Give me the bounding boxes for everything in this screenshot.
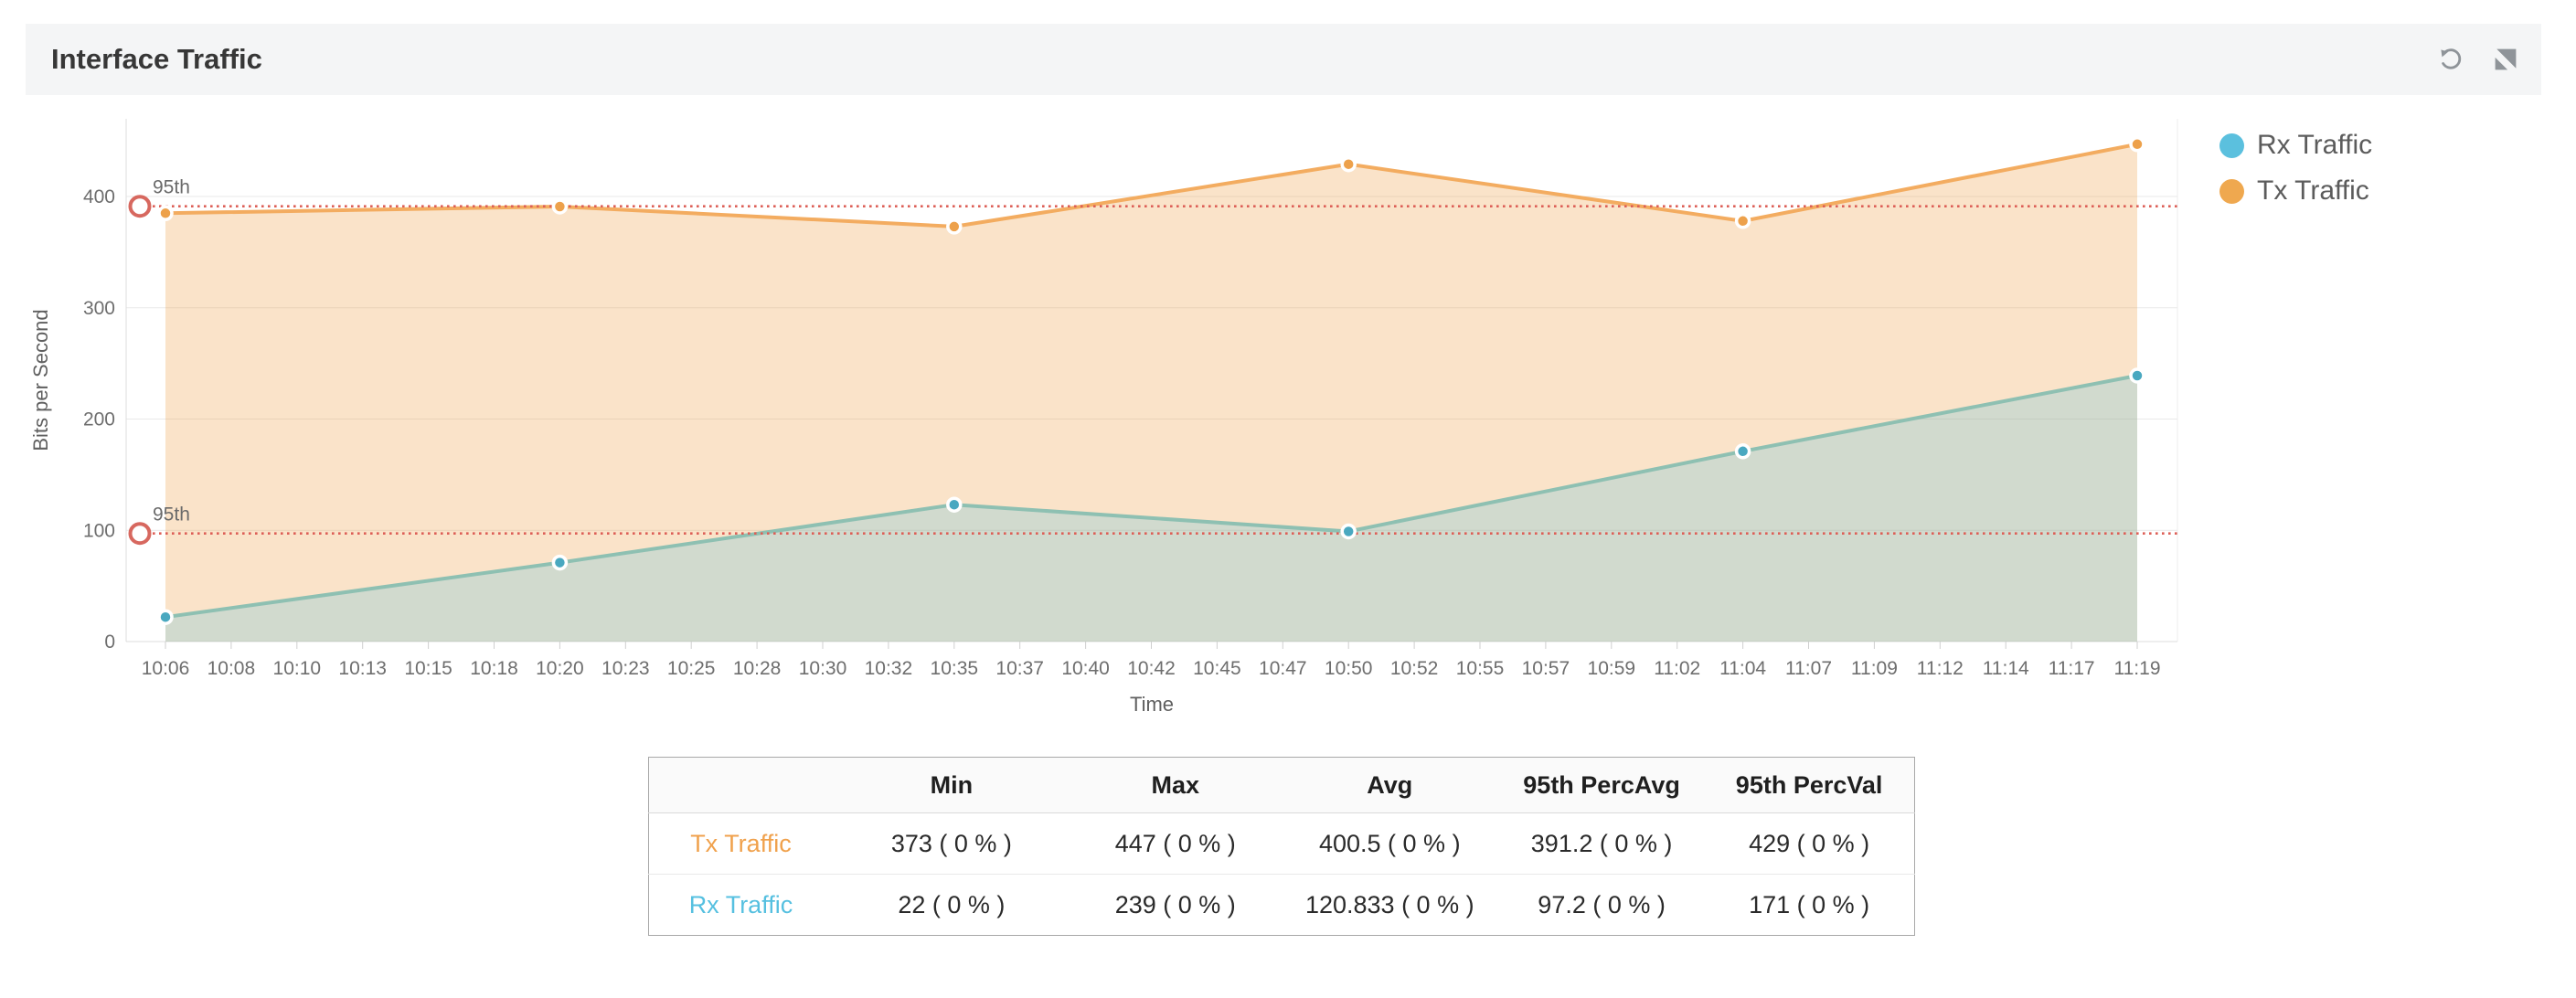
rx-traffic-point[interactable] (551, 554, 569, 571)
tx-traffic-point[interactable] (2129, 136, 2145, 153)
stat-value: 400.5 ( 0 % ) (1318, 829, 1461, 857)
x-tick-label: 10:25 (667, 658, 716, 679)
x-tick-label: 10:37 (995, 658, 1044, 679)
series-label: Rx Traffic (648, 874, 833, 936)
x-tick-label: 10:57 (1522, 658, 1570, 679)
rx-traffic-point[interactable] (1340, 523, 1357, 540)
x-tick-label: 10:10 (273, 658, 322, 679)
x-axis-title: Time (1130, 693, 1174, 716)
stat-value: 171 ( 0 % ) (1704, 874, 1915, 936)
x-tick-label: 11:12 (1917, 658, 1964, 679)
tx-traffic-point[interactable] (1340, 155, 1357, 173)
x-tick-label: 11:07 (1785, 658, 1832, 679)
tx-traffic-95th-marker[interactable] (128, 195, 152, 218)
collapse-diagonal-icon[interactable] (2494, 48, 2517, 71)
column-header-max: Max (1070, 757, 1281, 813)
chart-legend: Rx Traffic Tx Traffic (2219, 130, 2372, 207)
x-tick-label: 10:50 (1325, 658, 1373, 679)
legend-label: Tx Traffic (2257, 175, 2369, 206)
x-tick-label: 11:02 (1654, 658, 1700, 679)
stat-value: 447 ( 0 % ) (1114, 829, 1236, 857)
stat-value: 97.2 ( 0 % ) (1498, 874, 1705, 936)
x-tick-label: 10:52 (1390, 658, 1439, 679)
column-header-95th-percavg: 95th PercAvg (1498, 757, 1705, 813)
tx-traffic-line (165, 142, 2138, 228)
x-tick-label: 10:23 (601, 658, 650, 679)
x-tick-label: 10:59 (1588, 658, 1636, 679)
stat-value: 391.2 ( 0 % ) (1530, 829, 1673, 857)
legend-item-tx-traffic[interactable]: Tx Traffic (2219, 175, 2372, 207)
y-tick-label: 0 (104, 632, 115, 653)
traffic-chart: 0 100 200 300 400 10:06 10:08 10:10 10:13 10:15 10… (29, 119, 2178, 716)
tx-traffic-point[interactable] (551, 198, 569, 215)
tx-traffic-legend-dot-icon (2219, 178, 2244, 204)
legend-label: Rx Traffic (2257, 130, 2373, 160)
y-tick-label: 300 (83, 298, 115, 319)
x-tick-label: 10:18 (470, 658, 518, 679)
x-tick-label: 10:28 (733, 658, 782, 679)
x-tick-label: 10:30 (799, 658, 847, 679)
page-title: Interface Traffic (51, 43, 262, 75)
column-header-series (648, 757, 833, 813)
column-header-min: Min (832, 757, 1070, 813)
x-tick-label: 10:42 (1127, 658, 1176, 679)
rx-traffic-point[interactable] (946, 496, 963, 513)
table-row-rx-traffic: Rx Traffic 22 ( 0 % ) 239 ( 0 % ) 120.833 (… (648, 874, 1915, 936)
column-header-95th-percval: 95th PercVal (1704, 757, 1915, 813)
tx-traffic-point[interactable] (157, 205, 174, 222)
x-tick-label: 10:06 (142, 658, 190, 679)
tx-traffic-point[interactable] (946, 218, 963, 235)
widget-header: Interface Traffic (26, 24, 2541, 95)
stat-value: 22 ( 0 % ) (832, 874, 1070, 936)
column-header-avg: Avg (1280, 757, 1499, 813)
header-icons (2439, 24, 2517, 95)
rx-traffic-area (165, 376, 2137, 642)
rx-traffic-line (165, 374, 2138, 620)
y-axis-title: Bits per Second (29, 309, 52, 451)
y-tick-label: 400 (83, 186, 115, 207)
x-tick-label: 10:35 (931, 658, 979, 679)
x-tick-label: 11:09 (1851, 658, 1898, 679)
x-tick-label: 10:45 (1193, 658, 1241, 679)
tx-traffic-point[interactable] (1734, 213, 1751, 229)
traffic-chart-canvas: 0 100 200 300 400 10:06 10:08 10:10 10:13 10:15 10… (29, 119, 2178, 716)
x-tick-label: 10:13 (338, 658, 387, 679)
stat-value: 429 ( 0 % ) (1749, 829, 1870, 857)
rx-traffic-point[interactable] (1734, 443, 1751, 460)
x-tick-label: 10:08 (208, 658, 256, 679)
tx-traffic-95th-label: 95th (153, 177, 190, 198)
series-label: Tx Traffic (690, 829, 792, 857)
x-tick-label: 10:55 (1456, 658, 1505, 679)
refresh-icon[interactable] (2439, 48, 2463, 71)
rx-traffic-95th-label: 95th (153, 504, 190, 526)
x-tick-label: 10:32 (865, 658, 913, 679)
rx-traffic-point[interactable] (157, 609, 174, 625)
stat-value: 120.833 ( 0 % ) (1280, 874, 1499, 936)
rx-traffic-point[interactable] (2129, 367, 2145, 384)
x-tick-label: 10:20 (536, 658, 584, 679)
legend-item-rx-traffic[interactable]: Rx Traffic (2219, 130, 2372, 161)
rx-traffic-95th-marker[interactable] (128, 522, 152, 546)
x-tick-label: 10:47 (1259, 658, 1307, 679)
tx-traffic-area (165, 143, 2137, 642)
traffic-stats-table: Min Max Avg 95th PercAvg 95th PercVal Tx Tra… (648, 757, 1915, 936)
x-tick-label: 11:14 (1983, 658, 2029, 679)
x-tick-label: 10:40 (1061, 658, 1110, 679)
table-row-tx-traffic: Tx Traffic 373 ( 0 % ) 447 ( 0 % ) 400.5 ( … (649, 813, 1915, 875)
rx-traffic-legend-dot-icon (2219, 133, 2244, 158)
y-tick-label: 100 (83, 520, 115, 541)
x-tick-label: 10:15 (404, 658, 452, 679)
x-tick-label: 11:19 (2114, 658, 2161, 679)
x-tick-label: 11:04 (1719, 658, 1766, 679)
x-tick-label: 11:17 (2049, 658, 2095, 679)
stat-value: 239 ( 0 % ) (1070, 874, 1281, 936)
y-tick-label: 200 (83, 409, 115, 430)
stat-value: 373 ( 0 % ) (890, 829, 1012, 857)
stats-table-header: Min Max Avg 95th PercAvg 95th PercVal (648, 757, 1915, 813)
